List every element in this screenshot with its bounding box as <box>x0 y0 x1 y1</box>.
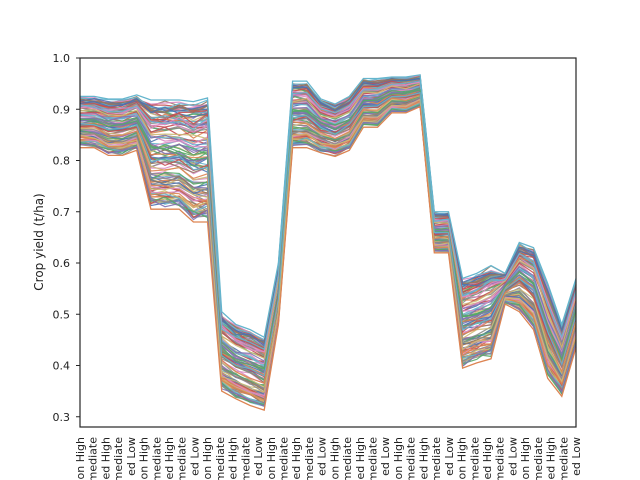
plot-frame <box>79 57 577 428</box>
x-tick-label: ed Low <box>316 437 329 476</box>
series-line <box>79 82 577 360</box>
series-line <box>79 84 577 362</box>
x-tick-label: mediate <box>494 437 507 480</box>
x-tick-label: ed Low <box>443 437 456 476</box>
x-tick-label: mediate <box>367 437 380 480</box>
series-line <box>79 77 577 347</box>
x-tick-label: mediate <box>341 437 354 480</box>
y-axis-label: Crop yield (t/ha) <box>32 193 46 290</box>
x-tick-label: ed Low <box>188 437 201 476</box>
x-tick-label: ed High <box>354 437 367 480</box>
x-tick-label: mediate <box>303 437 316 480</box>
y-tick-label: 0.8 <box>53 155 71 168</box>
x-tick-label: ed High <box>99 437 112 480</box>
series-line-lower <box>80 105 577 411</box>
x-tick-label: ed Low <box>125 437 138 476</box>
series-line <box>79 97 577 392</box>
x-tick-label: mediate <box>430 437 443 480</box>
y-tick-label: 1.0 <box>53 52 71 65</box>
y-tick-label: 0.9 <box>53 103 71 116</box>
x-tick-label: ed High <box>545 437 558 480</box>
y-tick-label: 0.4 <box>53 360 71 373</box>
x-tick-label: on High <box>265 437 278 480</box>
series-line <box>79 98 577 393</box>
x-tick-label: on High <box>201 437 214 480</box>
x-tick-label: mediate <box>112 437 125 480</box>
series-line <box>79 92 577 377</box>
series-line <box>79 89 577 370</box>
series-line <box>79 96 577 394</box>
x-tick-label: on High <box>328 437 341 480</box>
x-tick-label: mediate <box>214 437 227 480</box>
x-tick-label: mediate <box>405 437 418 480</box>
series-line <box>79 76 577 341</box>
x-tick-label: ed Low <box>252 437 265 476</box>
series-line <box>79 105 577 408</box>
x-tick-label: ed Low <box>379 437 392 476</box>
x-tick-label: ed Low <box>570 437 583 476</box>
x-tick-label: mediate <box>277 437 290 480</box>
y-tick-label: 0.6 <box>53 257 71 270</box>
y-tick-label: 0.3 <box>53 411 71 424</box>
x-axis-ticks: on High mediate ed High mediate ed Low on Hig… <box>74 437 583 480</box>
x-tick-label: on High <box>138 437 151 480</box>
x-tick-label: ed High <box>290 437 303 480</box>
x-tick-label: mediate <box>87 437 100 480</box>
x-tick-label: ed Low <box>506 437 519 476</box>
x-tick-label: mediate <box>239 437 252 480</box>
x-tick-label: ed High <box>481 437 494 480</box>
x-tick-label: ed High <box>227 437 240 480</box>
x-tick-label: mediate <box>150 437 163 480</box>
series-line <box>79 90 577 382</box>
y-tick-label: 0.5 <box>53 308 71 321</box>
x-tick-label: mediate <box>468 437 481 480</box>
series-line-upper <box>80 74 577 339</box>
x-tick-label: on High <box>74 437 87 480</box>
x-tick-label: on High <box>519 437 532 480</box>
x-tick-label: mediate <box>532 437 545 480</box>
x-tick-label: ed High <box>163 437 176 480</box>
x-tick-label: mediate <box>557 437 570 480</box>
y-axis-ticks: 0.3 0.4 0.5 0.6 0.7 0.8 0.9 1.0 <box>53 52 80 424</box>
x-tick-label: on High <box>392 437 405 480</box>
series-lines <box>79 74 577 411</box>
series-line <box>79 79 577 351</box>
x-tick-label: on High <box>456 437 469 480</box>
y-tick-label: 0.7 <box>53 206 71 219</box>
x-tick-label: ed High <box>417 437 430 480</box>
series-line <box>79 91 577 380</box>
x-tick-label: mediate <box>176 437 189 480</box>
